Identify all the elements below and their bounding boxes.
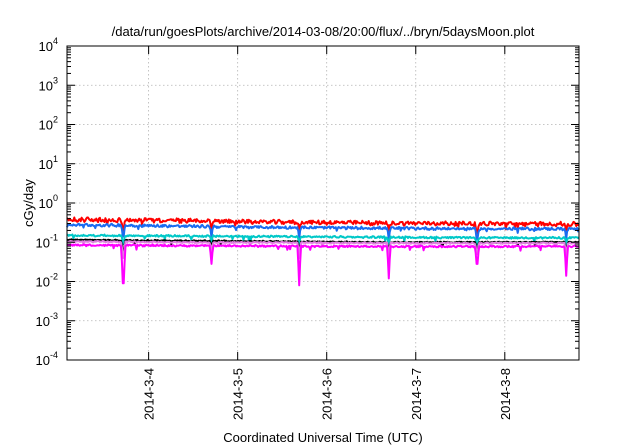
x-tick-label: 2014-3-4 bbox=[142, 368, 157, 420]
y-tick-label: 101 bbox=[39, 154, 58, 172]
y-tick-label: 103 bbox=[39, 75, 58, 93]
chart-title: /data/run/goesPlots/archive/2014-03-08/2… bbox=[112, 24, 535, 39]
series-line bbox=[66, 222, 580, 242]
y-axis-label: cGy/day bbox=[21, 179, 36, 227]
series-line bbox=[66, 233, 580, 248]
series-line bbox=[66, 240, 580, 259]
y-tick-label: 10-4 bbox=[36, 350, 58, 368]
series-lines bbox=[66, 216, 580, 287]
y-tick-label: 10-1 bbox=[36, 232, 58, 250]
x-tick-label: 2014-3-5 bbox=[231, 368, 246, 420]
x-tick-label: 2014-3-7 bbox=[409, 368, 424, 420]
y-tick-label: 104 bbox=[39, 36, 58, 54]
y-tick-label: 100 bbox=[39, 193, 58, 211]
x-axis-label: Coordinated Universal Time (UTC) bbox=[223, 430, 422, 445]
y-tick-label: 10-3 bbox=[36, 311, 58, 329]
series-line bbox=[66, 243, 580, 287]
x-tick-label: 2014-3-8 bbox=[498, 368, 513, 420]
x-tick-label: 2014-3-6 bbox=[320, 368, 335, 420]
series-line bbox=[66, 216, 580, 235]
y-tick-label: 102 bbox=[39, 115, 58, 133]
y-tick-label: 10-2 bbox=[36, 272, 58, 290]
axes: 10-4 10-3 10-2 10-1 100 101 102 103 104 2014-3-4 2… bbox=[36, 36, 579, 420]
